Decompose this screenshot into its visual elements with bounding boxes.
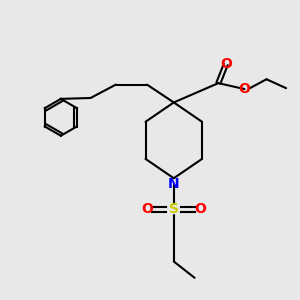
Text: O: O [238,82,250,96]
Text: O: O [141,202,153,216]
Text: N: N [168,177,180,190]
Text: O: O [220,57,232,71]
Text: O: O [195,202,206,216]
Text: S: S [169,202,179,216]
